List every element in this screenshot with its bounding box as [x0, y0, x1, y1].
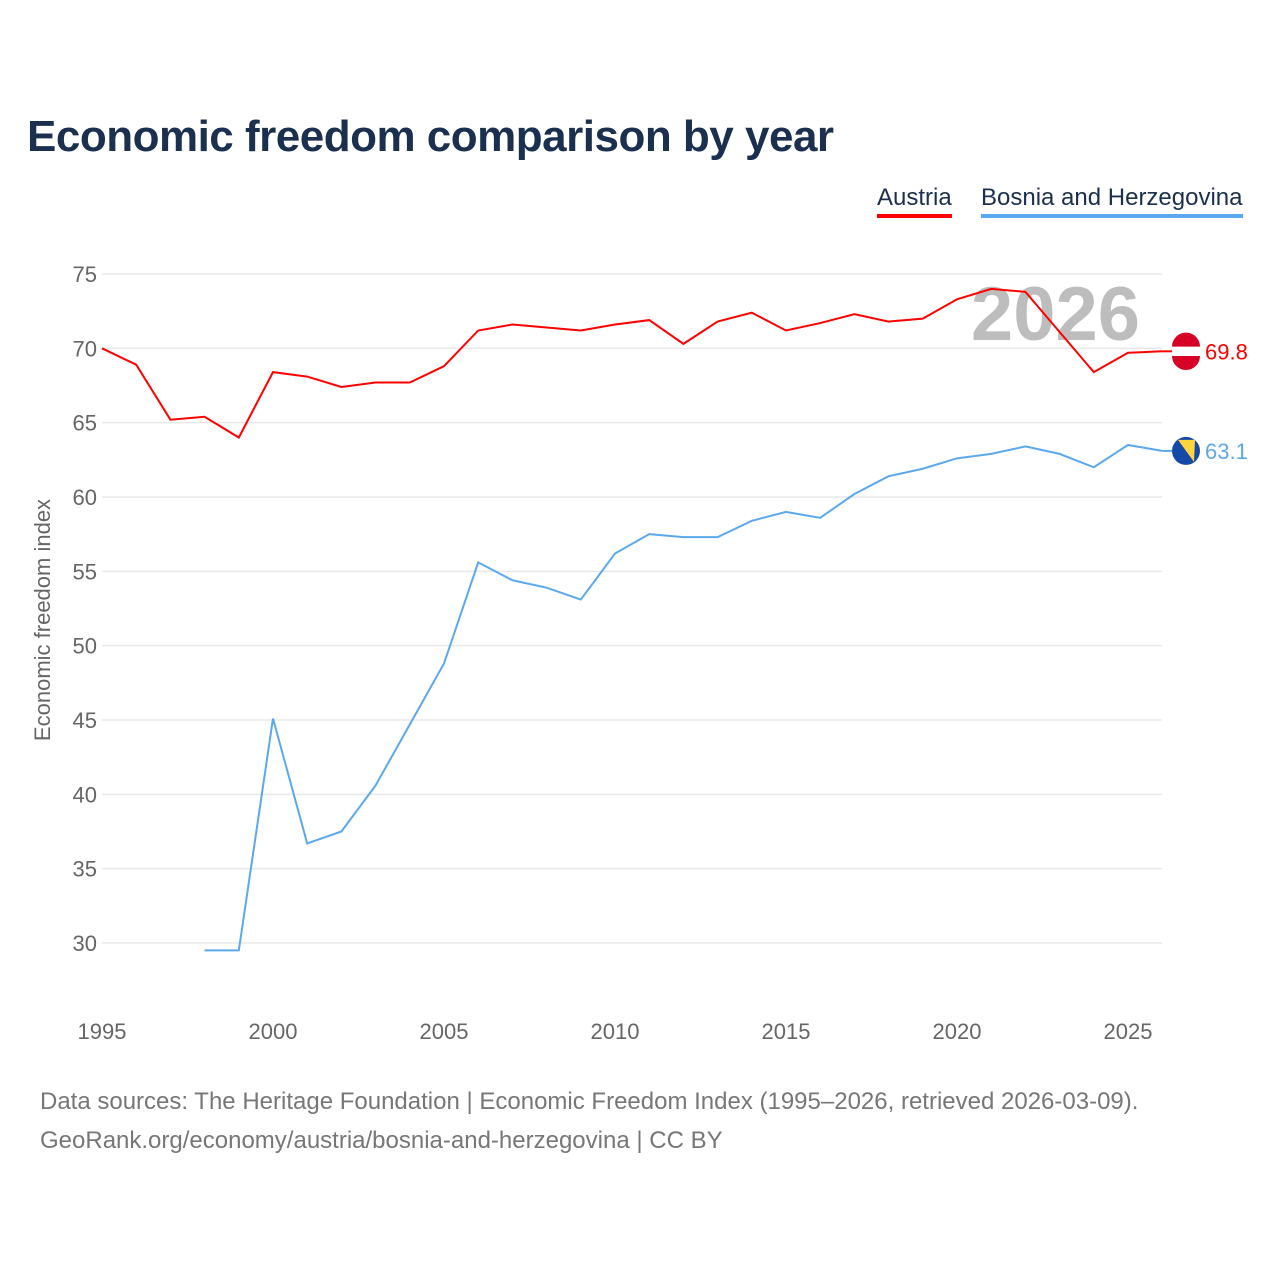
- legend-austria[interactable]: Austria: [877, 184, 952, 218]
- austria-flag-icon: [1172, 356, 1200, 371]
- y-tick-label: 70: [73, 336, 97, 361]
- austria-flag-icon: [1172, 332, 1200, 347]
- year-watermark: 2026: [971, 272, 1140, 357]
- y-tick-label: 75: [73, 262, 97, 287]
- y-tick-label: 30: [73, 931, 97, 956]
- y-tick-label: 55: [73, 559, 97, 584]
- data-sources: Data sources: The Heritage Foundation | …: [40, 1088, 1139, 1115]
- x-tick-label: 2005: [420, 1019, 469, 1044]
- legend-bosnia[interactable]: Bosnia and Herzegovina: [981, 184, 1243, 218]
- y-tick-label: 60: [73, 485, 97, 510]
- chart-title: Economic freedom comparison by year: [27, 112, 834, 161]
- x-tick-label: 2020: [933, 1019, 982, 1044]
- series-line-austria: [101, 287, 1163, 439]
- x-tick-label: 2025: [1104, 1019, 1153, 1044]
- x-tick-label: 2000: [249, 1019, 298, 1044]
- y-tick-label: 65: [73, 411, 97, 436]
- x-tick-label: 2015: [762, 1019, 811, 1044]
- bosnia-flag-icon: [1178, 439, 1195, 462]
- end-value-label: 63.1: [1205, 439, 1248, 464]
- y-tick-label: 50: [73, 634, 97, 659]
- x-tick-label: 1995: [78, 1019, 127, 1044]
- credit-line: GeoRank.org/economy/austria/bosnia-and-h…: [40, 1127, 723, 1154]
- end-value-label: 69.8: [1205, 339, 1248, 364]
- y-tick-label: 45: [73, 708, 97, 733]
- y-tick-label: 40: [73, 782, 97, 807]
- y-axis-label: Economic freedom index: [30, 499, 55, 741]
- y-tick-label: 35: [73, 857, 97, 882]
- series-line-bosnia: [204, 443, 1163, 952]
- x-tick-label: 2010: [591, 1019, 640, 1044]
